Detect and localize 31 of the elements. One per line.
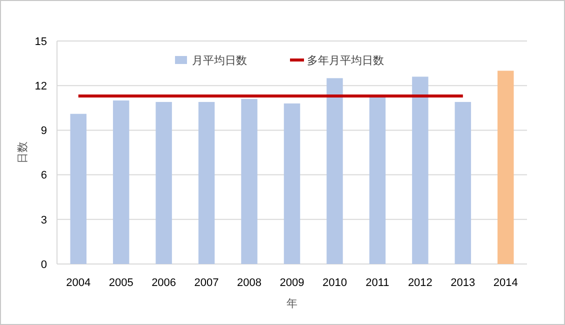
y-tick-label: 3 bbox=[40, 214, 47, 226]
x-tick-label: 2006 bbox=[152, 277, 176, 289]
x-tick-label: 2007 bbox=[194, 277, 219, 289]
x-tick-label: 2005 bbox=[108, 277, 134, 289]
y-tick-label: 12 bbox=[34, 80, 47, 92]
x-axis-title: 年 bbox=[286, 297, 298, 310]
x-tick-label: 2004 bbox=[66, 277, 91, 289]
bar bbox=[156, 102, 172, 264]
bar bbox=[412, 76, 428, 264]
y-tick-label: 15 bbox=[34, 36, 47, 48]
x-tick-label: 2010 bbox=[322, 277, 347, 289]
bar bbox=[112, 100, 130, 264]
bar bbox=[241, 98, 258, 264]
bar bbox=[284, 103, 300, 264]
bar bbox=[498, 70, 514, 264]
bar bbox=[70, 114, 86, 264]
legend-label: 多年月平均日数 bbox=[307, 54, 384, 67]
y-tick-label: 9 bbox=[40, 125, 47, 138]
x-tick-label: 2014 bbox=[493, 277, 518, 289]
x-tick-label: 2013 bbox=[450, 277, 476, 289]
x-tick-label: 2012 bbox=[408, 277, 432, 289]
x-tick-label: 2009 bbox=[280, 277, 304, 289]
legend-label: 月平均日数 bbox=[192, 54, 247, 67]
x-tick-label: 2008 bbox=[237, 277, 262, 289]
bar bbox=[326, 78, 343, 264]
bar bbox=[198, 102, 215, 264]
x-tick-label: 2011 bbox=[366, 277, 390, 289]
y-tick-label: 6 bbox=[40, 170, 47, 182]
y-tick-label: 0 bbox=[40, 258, 47, 271]
y-axis-title: 日数 bbox=[16, 142, 29, 164]
bar bbox=[454, 102, 472, 264]
